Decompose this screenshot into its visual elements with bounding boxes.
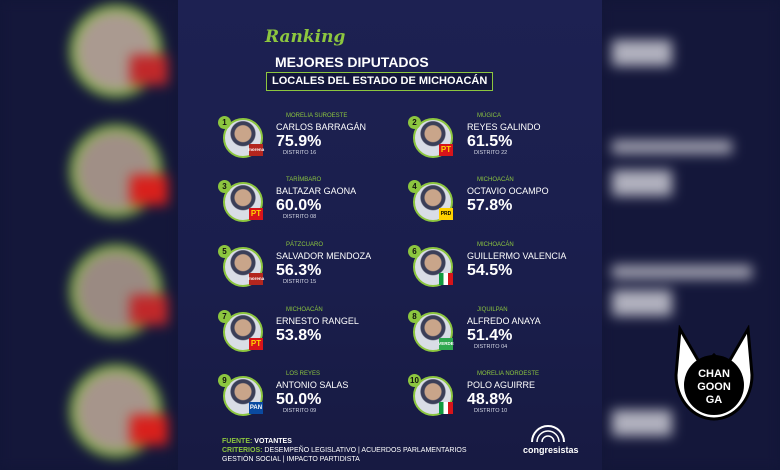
party-badge: morena bbox=[248, 144, 264, 156]
source-line: FUENTE: VOTANTES bbox=[222, 438, 292, 445]
party-badge: VERDE bbox=[438, 338, 454, 350]
region: MICHOACÁN bbox=[477, 177, 514, 183]
percent: 48.8% bbox=[467, 391, 513, 408]
percent: 50.0% bbox=[276, 391, 322, 408]
district: DISTRITO 16 bbox=[283, 150, 317, 156]
name: OCTAVIO OCAMPO bbox=[467, 186, 549, 196]
source: VOTANTES bbox=[254, 438, 292, 445]
logo: CHAN GOON GA bbox=[672, 325, 756, 425]
region: TARÍMBARO bbox=[286, 177, 322, 183]
district: DISTRITO 04 bbox=[474, 344, 508, 350]
percent: 57.8% bbox=[467, 197, 513, 214]
percent: 61.5% bbox=[467, 133, 513, 150]
region: JIQUILPAN bbox=[477, 307, 508, 313]
criteria-2: GESTIÓN SOCIAL | IMPACTO PARTIDISTA bbox=[222, 456, 360, 463]
brand-icon bbox=[531, 425, 565, 443]
criteria-label: CRITERIOS: bbox=[222, 447, 263, 454]
logo-shape bbox=[674, 325, 754, 421]
name: BALTAZAR GAONA bbox=[276, 186, 357, 196]
percent: 56.3% bbox=[276, 262, 322, 279]
percent: 51.4% bbox=[467, 327, 513, 344]
rank-badge: 5 bbox=[218, 245, 231, 258]
rank-badge: 10 bbox=[408, 374, 421, 387]
name: GUILLERMO VALENCIA bbox=[467, 251, 567, 261]
region: LOS REYES bbox=[286, 371, 321, 377]
party-badge: PRI bbox=[439, 402, 453, 414]
rank-badge: 3 bbox=[218, 180, 231, 193]
blurred-left bbox=[0, 0, 178, 470]
logo-text-1: CHAN bbox=[698, 368, 730, 380]
party-badge: PT bbox=[439, 144, 453, 156]
rank-badge: 6 bbox=[408, 245, 421, 258]
party-badge: PAN bbox=[249, 402, 263, 414]
logo-text-3: GA bbox=[705, 394, 723, 406]
region: MICHOACÁN bbox=[286, 307, 323, 313]
party-badge: PT bbox=[249, 208, 263, 220]
rank-badge: 9 bbox=[218, 374, 231, 387]
photo bbox=[413, 312, 453, 352]
percent: 54.5% bbox=[467, 262, 513, 279]
logo-text-2: GOON bbox=[697, 381, 731, 393]
party-badge: morena bbox=[248, 273, 264, 285]
brand: congresistas bbox=[523, 445, 579, 455]
name: ANTONIO SALAS bbox=[276, 380, 349, 390]
region: PÁTZCUARO bbox=[286, 242, 324, 248]
kicker: Ranking bbox=[265, 27, 346, 47]
name: REYES GALINDO bbox=[467, 122, 541, 132]
party-badge: PT bbox=[249, 338, 263, 350]
percent: 53.8% bbox=[276, 327, 322, 344]
title: MEJORES DIPUTADOS bbox=[275, 54, 429, 70]
district: DISTRITO 22 bbox=[474, 150, 508, 156]
region: MICHOACÁN bbox=[477, 242, 514, 248]
name: POLO AGUIRRE bbox=[467, 380, 536, 390]
source-label: FUENTE: bbox=[222, 438, 253, 445]
region: MÚGICA bbox=[477, 113, 501, 119]
region: MORELIA SUROESTE bbox=[286, 113, 348, 119]
district: DISTRITO 08 bbox=[283, 214, 317, 220]
rank-badge: 7 bbox=[218, 310, 231, 323]
party-badge: PRI bbox=[439, 273, 453, 285]
percent: 75.9% bbox=[276, 133, 322, 150]
party-badge: PRD bbox=[439, 208, 453, 220]
region: MORELIA NOROESTE bbox=[477, 371, 540, 377]
district: DISTRITO 10 bbox=[474, 408, 508, 414]
rank-badge: 1 bbox=[218, 116, 231, 129]
district: DISTRITO 09 bbox=[283, 408, 317, 414]
name: ALFREDO ANAYA bbox=[467, 316, 541, 326]
percent: 60.0% bbox=[276, 197, 322, 214]
name: SALVADOR MENDOZA bbox=[276, 251, 372, 261]
name: CARLOS BARRAGÁN bbox=[276, 122, 367, 132]
name: ERNESTO RANGEL bbox=[276, 316, 359, 326]
rank-badge: 8 bbox=[408, 310, 421, 323]
rank-badge: 4 bbox=[408, 180, 421, 193]
rank-badge: 2 bbox=[408, 116, 421, 129]
criteria-line: CRITERIOS: DESEMPEÑO LEGISLATIVO | ACUER… bbox=[222, 447, 467, 454]
criteria-1: DESEMPEÑO LEGISLATIVO | ACUERDOS PARLAME… bbox=[264, 447, 467, 454]
subtitle: LOCALES DEL ESTADO DE MICHOACÁN bbox=[266, 72, 494, 91]
district: DISTRITO 15 bbox=[283, 279, 317, 285]
